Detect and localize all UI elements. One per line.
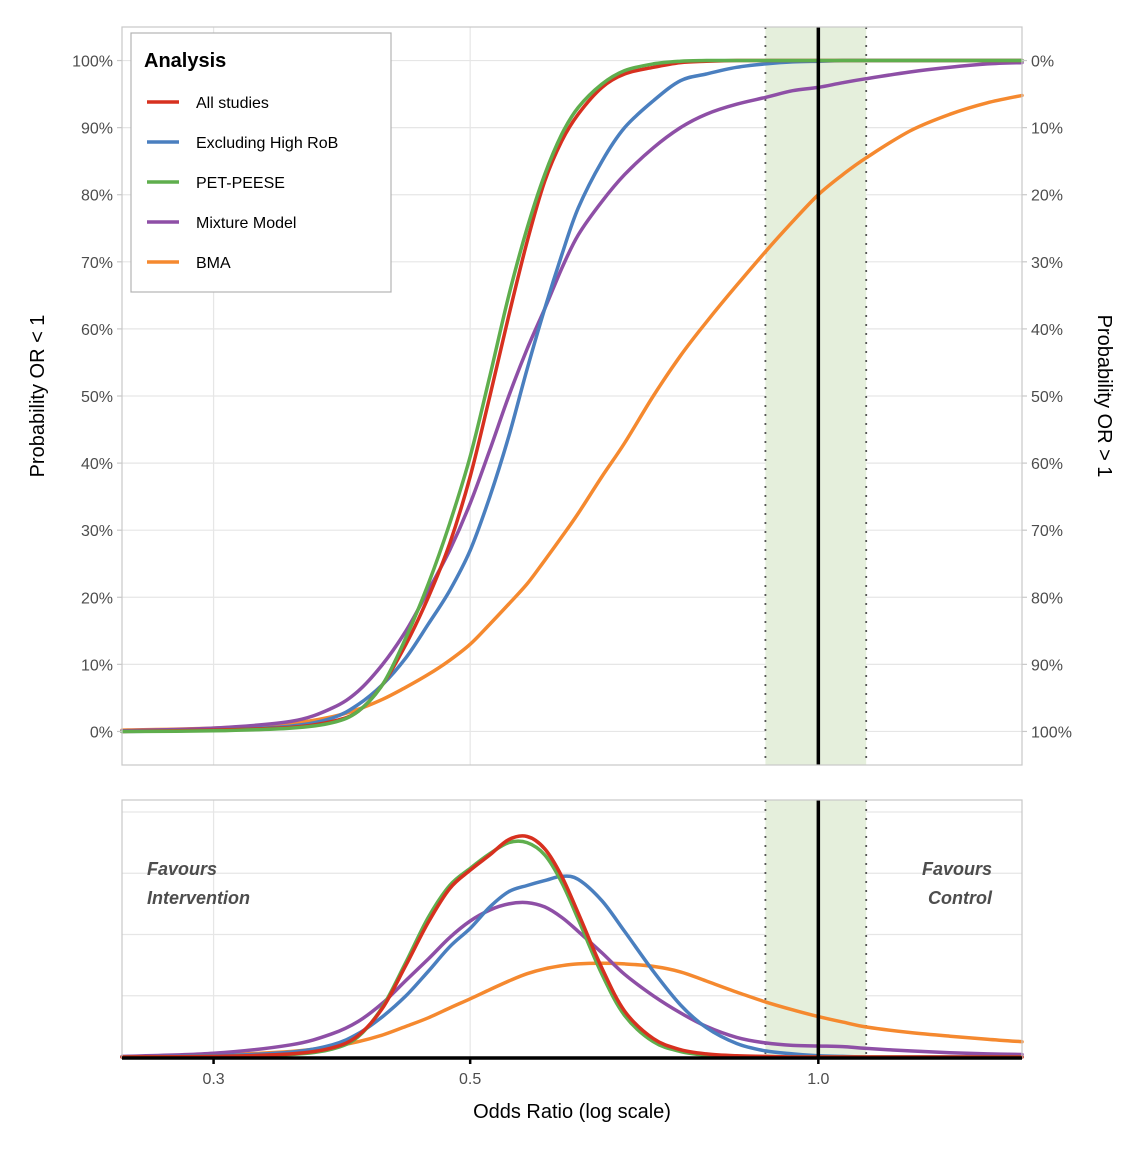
density-series-lines xyxy=(120,834,1024,1059)
density-panel-background xyxy=(122,800,1022,1058)
legend-label: BMA xyxy=(196,255,231,272)
cdf-line-mixture-model xyxy=(120,60,1024,733)
y-tick-label-right: 20% xyxy=(1031,188,1063,205)
x-tick-label: 0.3 xyxy=(202,1071,224,1088)
y-tick-label-right: 10% xyxy=(1031,121,1063,138)
y-axis-title-left: Probability OR < 1 xyxy=(27,315,49,478)
legend-entries: All studies Excluding High RoB PET-PEESE Mi… xyxy=(147,95,338,272)
y-tick-label-right: 40% xyxy=(1031,322,1063,339)
y-tick-label-right: 100% xyxy=(1031,724,1072,741)
cdf-series-lines xyxy=(120,58,1024,734)
cdf-line-pet-peese xyxy=(120,58,1024,734)
y-tick-label-right: 70% xyxy=(1031,523,1063,540)
annotation-favours-control: Control xyxy=(928,888,993,908)
y-tick-label-right: 60% xyxy=(1031,456,1063,473)
legend-label: Mixture Model xyxy=(196,215,296,232)
x-axis: 0.3 0.5 1.0 xyxy=(202,1058,830,1088)
y-tick-label-left: 100% xyxy=(72,54,113,71)
cdf-y-axis-left: 0% 10% 20% 30% 40% 50% 60% 70% 80% 90% 100% xyxy=(72,54,122,741)
legend-label: PET-PEESE xyxy=(196,175,285,192)
y-tick-label-right: 80% xyxy=(1031,590,1063,607)
y-tick-label-left: 60% xyxy=(81,322,113,339)
legend: Analysis All studies Excluding High RoB PE… xyxy=(130,32,392,293)
y-tick-label-left: 20% xyxy=(81,590,113,607)
y-axis-title-right: Probability OR > 1 xyxy=(1093,315,1115,478)
cdf-line-bma xyxy=(120,93,1024,732)
cdf-shaded-equivalence-band xyxy=(765,27,867,765)
x-tick-label: 1.0 xyxy=(807,1071,829,1088)
x-tick-label: 0.5 xyxy=(459,1071,481,1088)
legend-title: Analysis xyxy=(144,50,226,72)
y-tick-label-left: 90% xyxy=(81,121,113,138)
y-tick-label-right: 90% xyxy=(1031,657,1063,674)
y-tick-label-right: 50% xyxy=(1031,389,1063,406)
density-panel: Favours Intervention Favours Control 0.3 0.5… xyxy=(120,799,1024,1088)
y-tick-label-left: 70% xyxy=(81,255,113,272)
cdf-band-boundary-lines xyxy=(764,27,868,765)
legend-label: Excluding High RoB xyxy=(196,135,338,152)
y-tick-label-left: 50% xyxy=(81,389,113,406)
cdf-y-axis-right: 100% 90% 80% 70% 60% 50% 40% 30% 20% 10% 0% xyxy=(1022,54,1072,741)
density-shaded-equivalence-band xyxy=(765,800,867,1058)
annotation-favours-control: Favours xyxy=(922,859,992,879)
y-tick-label-left: 10% xyxy=(81,657,113,674)
y-tick-label-left: 0% xyxy=(90,724,113,741)
cdf-panel: 0% 10% 20% 30% 40% 50% 60% 70% 80% 90% 100% 100% 90… xyxy=(72,26,1072,766)
legend-box xyxy=(130,32,392,293)
y-tick-label-left: 40% xyxy=(81,456,113,473)
legend-label: All studies xyxy=(196,95,269,112)
y-tick-label-left: 30% xyxy=(81,523,113,540)
density-line-bma xyxy=(120,961,1024,1059)
y-tick-label-right: 0% xyxy=(1031,54,1054,71)
annotation-favours-intervention: Intervention xyxy=(147,888,250,908)
annotation-favours-intervention: Favours xyxy=(147,859,217,879)
density-line-mixture-model xyxy=(120,900,1024,1059)
y-tick-label-left: 80% xyxy=(81,188,113,205)
y-tick-label-right: 30% xyxy=(1031,255,1063,272)
density-annotations: Favours Intervention Favours Control xyxy=(147,859,993,908)
x-axis-title: Odds Ratio (log scale) xyxy=(473,1101,671,1123)
